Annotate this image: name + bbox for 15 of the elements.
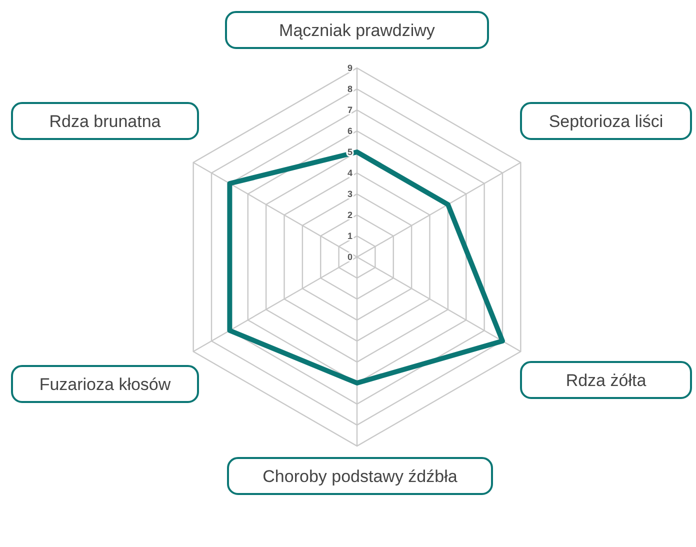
y-tick-label: 2 <box>347 210 353 220</box>
spoke-label: Mączniak prawdziwy <box>279 21 436 40</box>
spoke-label: Septorioza liści <box>548 112 664 131</box>
y-tick-label: 9 <box>347 63 353 73</box>
y-tick-label: 7 <box>347 105 353 115</box>
y-tick-label: 4 <box>347 168 353 178</box>
spoke-label: Rdza żółta <box>566 371 647 390</box>
y-tick-label: 0 <box>347 252 353 262</box>
y-tick-label: 1 <box>347 231 353 241</box>
spoke-label: Fuzarioza kłosów <box>39 375 172 394</box>
y-tick-label: 6 <box>347 126 353 136</box>
spoke-label: Rdza brunatna <box>49 112 162 131</box>
y-tick-label: 3 <box>347 189 353 199</box>
spoke-label: Choroby podstawy źdźbła <box>262 467 458 486</box>
y-tick-label: 8 <box>347 84 353 94</box>
